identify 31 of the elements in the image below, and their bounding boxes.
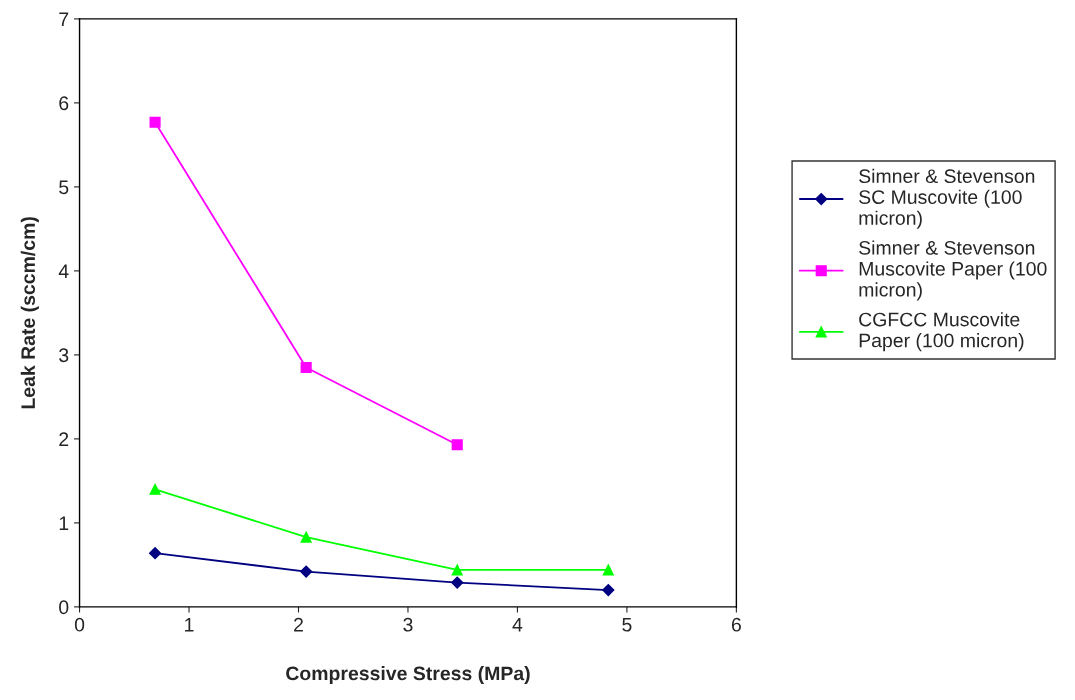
point xyxy=(602,564,614,576)
y-tick-label: 5 xyxy=(59,180,69,195)
point xyxy=(602,584,615,597)
point xyxy=(300,565,313,578)
y-tick-label: 3 xyxy=(59,348,69,363)
point xyxy=(451,576,464,589)
x-tick-label: 5 xyxy=(622,618,632,632)
x-tick-label: 0 xyxy=(74,617,85,632)
y-tick-label: 7 xyxy=(59,12,69,26)
point xyxy=(300,531,312,543)
y-tick-label: 0 xyxy=(59,600,69,615)
point xyxy=(149,116,161,128)
point xyxy=(300,361,312,374)
y-tick-label: 6 xyxy=(59,96,69,111)
y-tick-label: 2 xyxy=(59,432,69,446)
point xyxy=(149,483,161,495)
x-tick-label: 1 xyxy=(185,618,194,632)
legend-label: Simner & Stevenson SC Muscovite (100 micron) xyxy=(859,168,1035,229)
x-axis-title: Compressive Stress (MPa) xyxy=(286,666,530,685)
y-tick-label: 4 xyxy=(58,264,69,278)
y-tick-label: 1 xyxy=(59,516,69,530)
legend-label: CGFCC Muscovite Paper (100 micron) xyxy=(859,312,1024,352)
x-tick-label: 2 xyxy=(294,617,303,632)
y-axis-title: Leak Rate (sccm/cm) xyxy=(20,217,39,409)
legend-label: Simner & Stevenson Muscovite Paper (100 micron) xyxy=(859,240,1047,301)
point xyxy=(451,564,463,576)
point xyxy=(148,547,162,560)
point xyxy=(451,439,463,451)
x-tick-label: 6 xyxy=(731,617,741,632)
x-tick-label: 4 xyxy=(512,618,523,632)
x-tick-label: 3 xyxy=(403,617,413,632)
